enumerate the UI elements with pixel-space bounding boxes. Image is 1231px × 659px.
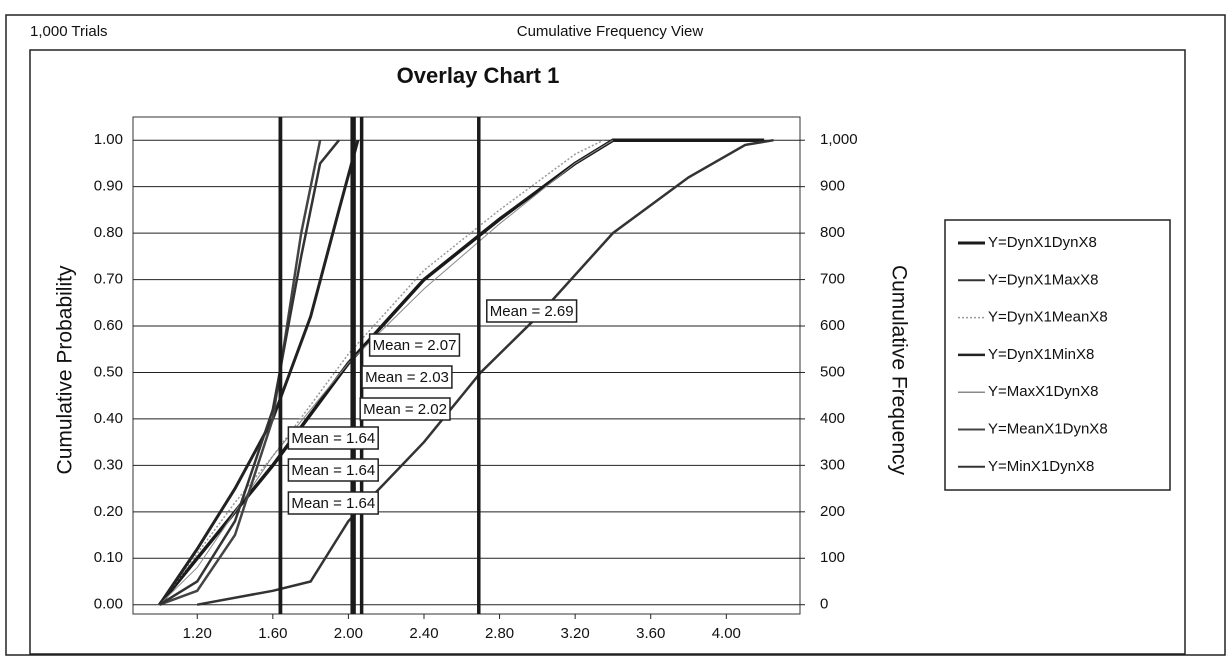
y2-tick-label: 100: [820, 549, 845, 566]
chart-title: Overlay Chart 1: [397, 63, 560, 88]
y2-tick-label: 1,000: [820, 131, 858, 148]
mean-label-box: [368, 333, 461, 357]
y-tick-label: 0.90: [94, 178, 123, 195]
y-tick-label: 0.40: [94, 410, 123, 427]
y2-tick-label: 700: [820, 271, 845, 288]
x-tick-label: 3.60: [636, 625, 665, 642]
y-tick-label: 0.50: [94, 363, 123, 380]
x-tick-label: 3.20: [561, 625, 590, 642]
mean-label-box: [361, 365, 453, 389]
mean-label: Mean = 1.64: [291, 462, 375, 479]
y2-tick-label: 200: [820, 503, 845, 520]
plot-area: [132, 116, 801, 615]
mean-label: Mean = 1.64: [291, 430, 375, 447]
y2-axis-label: Cumulative Frequency: [887, 265, 910, 476]
mean-label-box: [486, 299, 578, 323]
x-tick-label: 2.40: [409, 625, 438, 642]
series-line: [196, 138, 774, 606]
legend-label: Y=DynX1MeanX8: [988, 309, 1108, 326]
y2-tick-label: 400: [820, 410, 845, 427]
y-tick-label: 0.30: [94, 456, 123, 473]
x-tick-label: 1.20: [183, 625, 212, 642]
y-tick-label: 1.00: [94, 131, 123, 148]
legend-label: Y=DynX1MinX8: [988, 346, 1094, 363]
mean-label-box: [287, 426, 379, 450]
x-tick-label: 1.60: [258, 625, 287, 642]
y-tick-label: 0.10: [94, 549, 123, 566]
legend-label: Y=MaxX1DynX8: [988, 383, 1098, 400]
mean-label-box: [359, 397, 451, 421]
mean-label-box: [287, 458, 379, 482]
y-axis-label: Cumulative Probability: [54, 265, 77, 474]
trials-label: 1,000 Trials: [30, 23, 108, 40]
y2-tick-label: 0: [820, 596, 828, 613]
mean-label: Mean = 2.02: [363, 401, 447, 418]
x-tick-label: 2.00: [334, 625, 363, 642]
y2-tick-label: 300: [820, 456, 845, 473]
mean-label: Mean = 2.69: [490, 303, 574, 320]
y2-tick-label: 600: [820, 317, 845, 334]
y2-tick-label: 500: [820, 363, 845, 380]
y-tick-label: 0.00: [94, 596, 123, 613]
y2-tick-label: 900: [820, 178, 845, 195]
legend-label: Y=DynX1MaxX8: [988, 271, 1098, 288]
series-line: [158, 139, 340, 606]
mean-label: Mean = 2.03: [365, 369, 449, 386]
mean-label: Mean = 2.07: [373, 337, 457, 354]
legend-label: Y=DynX1DynX8: [988, 234, 1097, 251]
y-tick-label: 0.20: [94, 503, 123, 520]
series-line: [158, 139, 604, 606]
view-title: Cumulative Frequency View: [517, 23, 704, 40]
legend-label: Y=MeanX1DynX8: [988, 420, 1108, 437]
series-line: [159, 139, 614, 606]
mean-label: Mean = 1.64: [291, 495, 375, 512]
series-line: [159, 139, 322, 606]
legend-label: Y=MinX1DynX8: [988, 458, 1094, 475]
y-tick-label: 0.70: [94, 271, 123, 288]
mean-label-box: [287, 491, 379, 515]
x-tick-label: 2.80: [485, 625, 514, 642]
y2-tick-label: 800: [820, 224, 845, 241]
y-tick-label: 0.80: [94, 224, 123, 241]
x-tick-label: 4.00: [712, 625, 741, 642]
y-tick-label: 0.60: [94, 317, 123, 334]
